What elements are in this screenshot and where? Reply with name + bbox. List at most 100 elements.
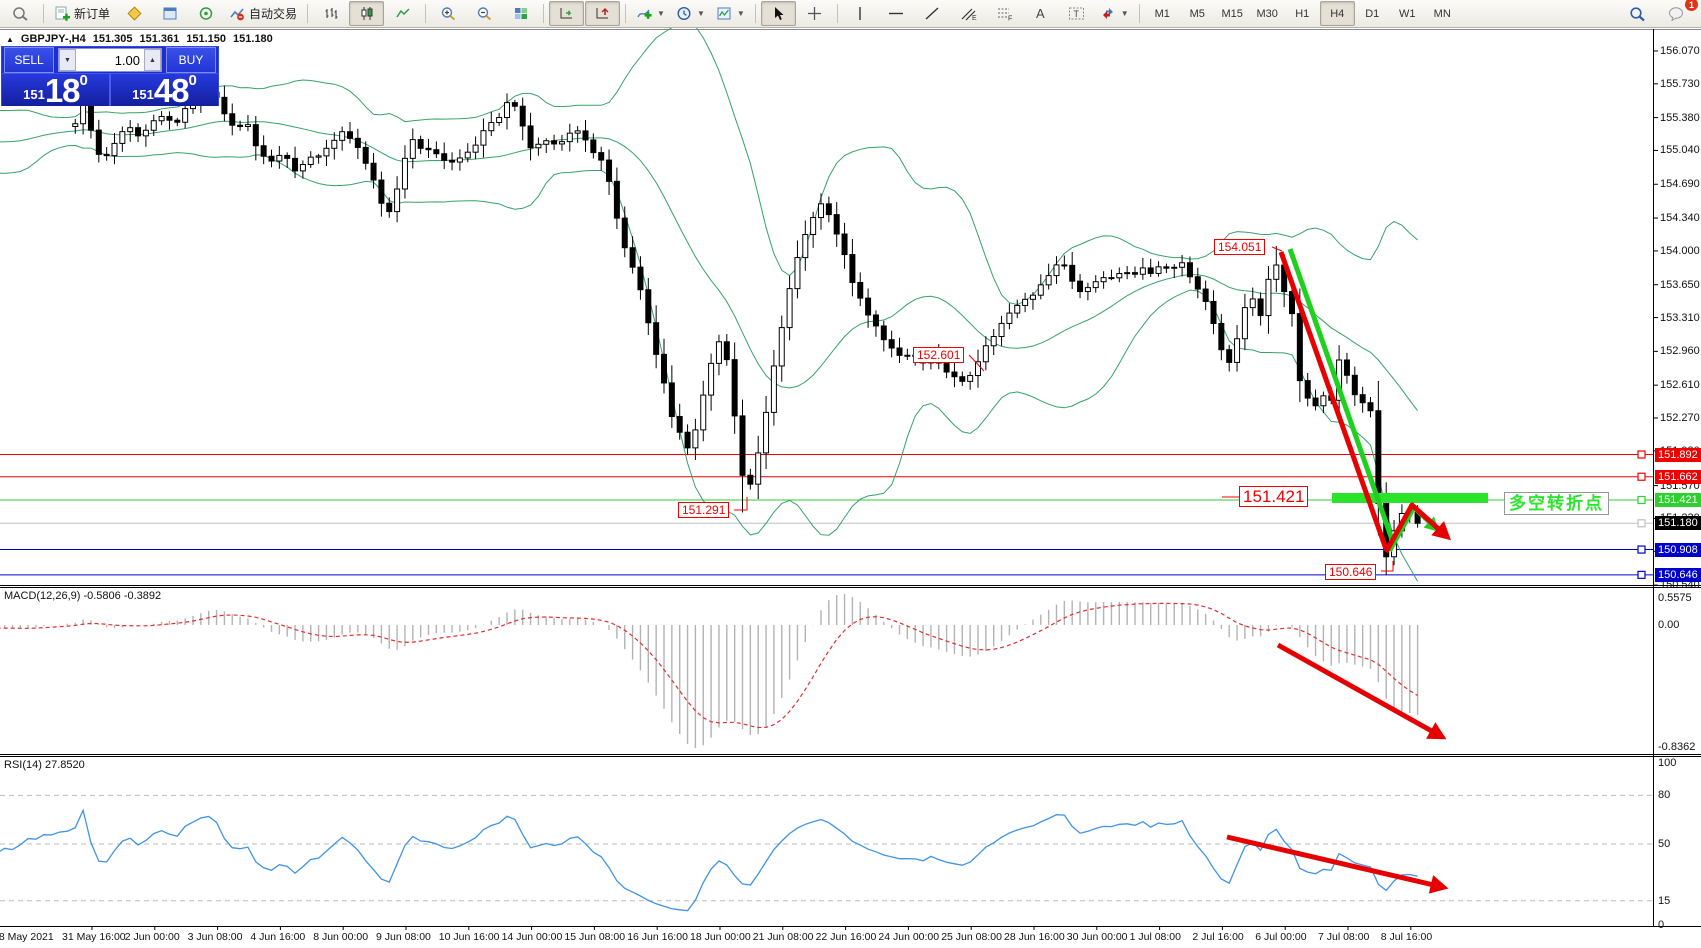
- new-order-label: 新订单: [74, 7, 111, 21]
- volume-decrease-button[interactable]: ▼: [59, 49, 76, 71]
- new-chart-button[interactable]: [3, 1, 38, 26]
- timeframe-button-h4[interactable]: H4: [1319, 1, 1355, 26]
- fibonacci-button[interactable]: F: [987, 1, 1022, 26]
- cursor-button[interactable]: [760, 1, 796, 26]
- trendline-button[interactable]: [915, 1, 950, 26]
- tile-windows-button[interactable]: [503, 1, 538, 26]
- symbol-info-bar: ▲ GBPJPY-,H4 151.305 151.361 151.150 151…: [6, 33, 273, 45]
- toolbar-separator: [307, 4, 309, 23]
- chat-icon: [1669, 7, 1683, 21]
- line-chart-button[interactable]: [385, 1, 420, 26]
- text-label-button[interactable]: T: [1059, 1, 1094, 26]
- chevron-down-icon: ▼: [64, 56, 71, 64]
- toolbar-separator: [754, 4, 756, 23]
- timeframe-label: H4: [1330, 7, 1345, 20]
- candlestick-chart-button[interactable]: [349, 1, 385, 26]
- buy-button[interactable]: BUY: [166, 47, 216, 73]
- new-order-icon: [55, 6, 70, 21]
- timeframe-group: M1 M5 M15 M30 H1 H4 D1 W1 MN: [1145, 1, 1460, 26]
- chart-shift-button[interactable]: [585, 1, 621, 26]
- volume-stepper: ▼ ▲: [58, 48, 162, 72]
- zoom-in-button[interactable]: [431, 1, 466, 26]
- timeframe-label: M15: [1221, 7, 1243, 20]
- buy-price-big: 48: [153, 72, 190, 109]
- zoom-out-icon: [477, 7, 492, 21]
- autotrading-button[interactable]: 自动交易: [224, 1, 302, 26]
- ohlc-close: 151.180: [233, 33, 273, 45]
- buy-price-display[interactable]: 151 48 0: [111, 72, 218, 109]
- line-chart-icon: [395, 8, 410, 18]
- volume-input[interactable]: [76, 49, 144, 71]
- notifications-button[interactable]: 1: [1659, 0, 1698, 26]
- timeframe-button-w1[interactable]: W1: [1390, 1, 1425, 26]
- horizontal-line-button[interactable]: [879, 1, 914, 26]
- timeframe-button-mn[interactable]: MN: [1425, 1, 1460, 26]
- market-watch-button[interactable]: [116, 1, 151, 26]
- new-chart-icon: [13, 7, 28, 21]
- timeframe-button-m15[interactable]: M15: [1215, 1, 1250, 26]
- timeframe-button-m30[interactable]: M30: [1250, 1, 1285, 26]
- timeframe-button-d1[interactable]: D1: [1355, 1, 1390, 26]
- new-order-button[interactable]: 新订单: [49, 1, 115, 26]
- navigator-button[interactable]: [188, 1, 223, 26]
- zoom-out-button[interactable]: [467, 1, 502, 26]
- vertical-line-button[interactable]: [843, 1, 878, 26]
- search-button[interactable]: [1620, 1, 1655, 26]
- autotrading-icon: [230, 8, 244, 21]
- timeframe-button-m5[interactable]: M5: [1180, 1, 1215, 26]
- arrows-button[interactable]: ▼: [1095, 1, 1134, 26]
- horizontal-line-icon: [889, 12, 904, 15]
- vertical-line-icon: [859, 7, 861, 20]
- toolbar-separator: [425, 4, 427, 23]
- timeframe-button-h1[interactable]: H1: [1285, 1, 1320, 26]
- buy-price-prefix: 151: [132, 87, 154, 102]
- timeframe-label: M5: [1189, 7, 1205, 20]
- collapse-panel-icon[interactable]: ▲: [6, 34, 14, 44]
- notification-badge: 1: [1685, 0, 1698, 11]
- sell-button[interactable]: SELL: [4, 47, 54, 73]
- crosshair-button[interactable]: [797, 1, 832, 26]
- timeframe-label: M1: [1154, 7, 1170, 20]
- market-watch-icon: [126, 6, 142, 21]
- cursor-icon: [775, 7, 784, 20]
- channel-button[interactable]: E: [951, 1, 986, 26]
- bar-chart-button[interactable]: [313, 1, 348, 26]
- fibonacci-icon: F: [997, 8, 1012, 22]
- autotrading-label: 自动交易: [249, 7, 298, 21]
- ohlc-open: 151.305: [92, 33, 133, 45]
- svg-text:F: F: [1008, 16, 1012, 22]
- text-button[interactable]: A: [1023, 1, 1058, 26]
- text-icon: A: [1035, 6, 1045, 21]
- zoom-in-icon: [441, 7, 456, 21]
- svg-text:T: T: [1073, 9, 1079, 19]
- sell-price-display[interactable]: 151 18 0: [2, 73, 111, 107]
- svg-text:E: E: [972, 15, 977, 21]
- indicators-icon: [637, 9, 652, 19]
- ohlc-low: 151.150: [186, 33, 227, 45]
- periods-icon: [677, 6, 691, 21]
- rsi-label: RSI(14) 27.8520: [4, 759, 85, 771]
- timeframe-button-m1[interactable]: M1: [1145, 1, 1180, 26]
- toolbar: 新订单 自动交易 ▼ ▼ ▼ E F A T ▼: [0, 0, 1701, 28]
- template-button[interactable]: ▼: [711, 1, 750, 26]
- indicators-button[interactable]: ▼: [631, 1, 670, 26]
- toolbar-separator: [543, 4, 545, 23]
- volume-increase-button[interactable]: ▲: [144, 49, 161, 71]
- periods-button[interactable]: ▼: [671, 1, 710, 26]
- macd-label: MACD(12,26,9) -0.5806 -0.3892: [4, 590, 162, 602]
- ohlc-high: 151.361: [139, 33, 180, 45]
- dropdown-caret-icon: ▼: [736, 9, 745, 18]
- timeframe-label: H1: [1295, 7, 1310, 20]
- search-icon: [1630, 6, 1645, 21]
- auto-scroll-button[interactable]: [549, 1, 585, 26]
- toolbar-separator: [43, 4, 44, 23]
- toolbar-separator: [1138, 4, 1140, 23]
- data-window-icon: [163, 7, 177, 20]
- sell-price-prefix: 151: [23, 87, 45, 102]
- chart-shift-icon: [596, 8, 609, 19]
- data-window-button[interactable]: [152, 1, 187, 26]
- toolbar-separator: [625, 4, 627, 23]
- timeframe-label: MN: [1433, 7, 1451, 20]
- navigator-icon: [199, 7, 212, 20]
